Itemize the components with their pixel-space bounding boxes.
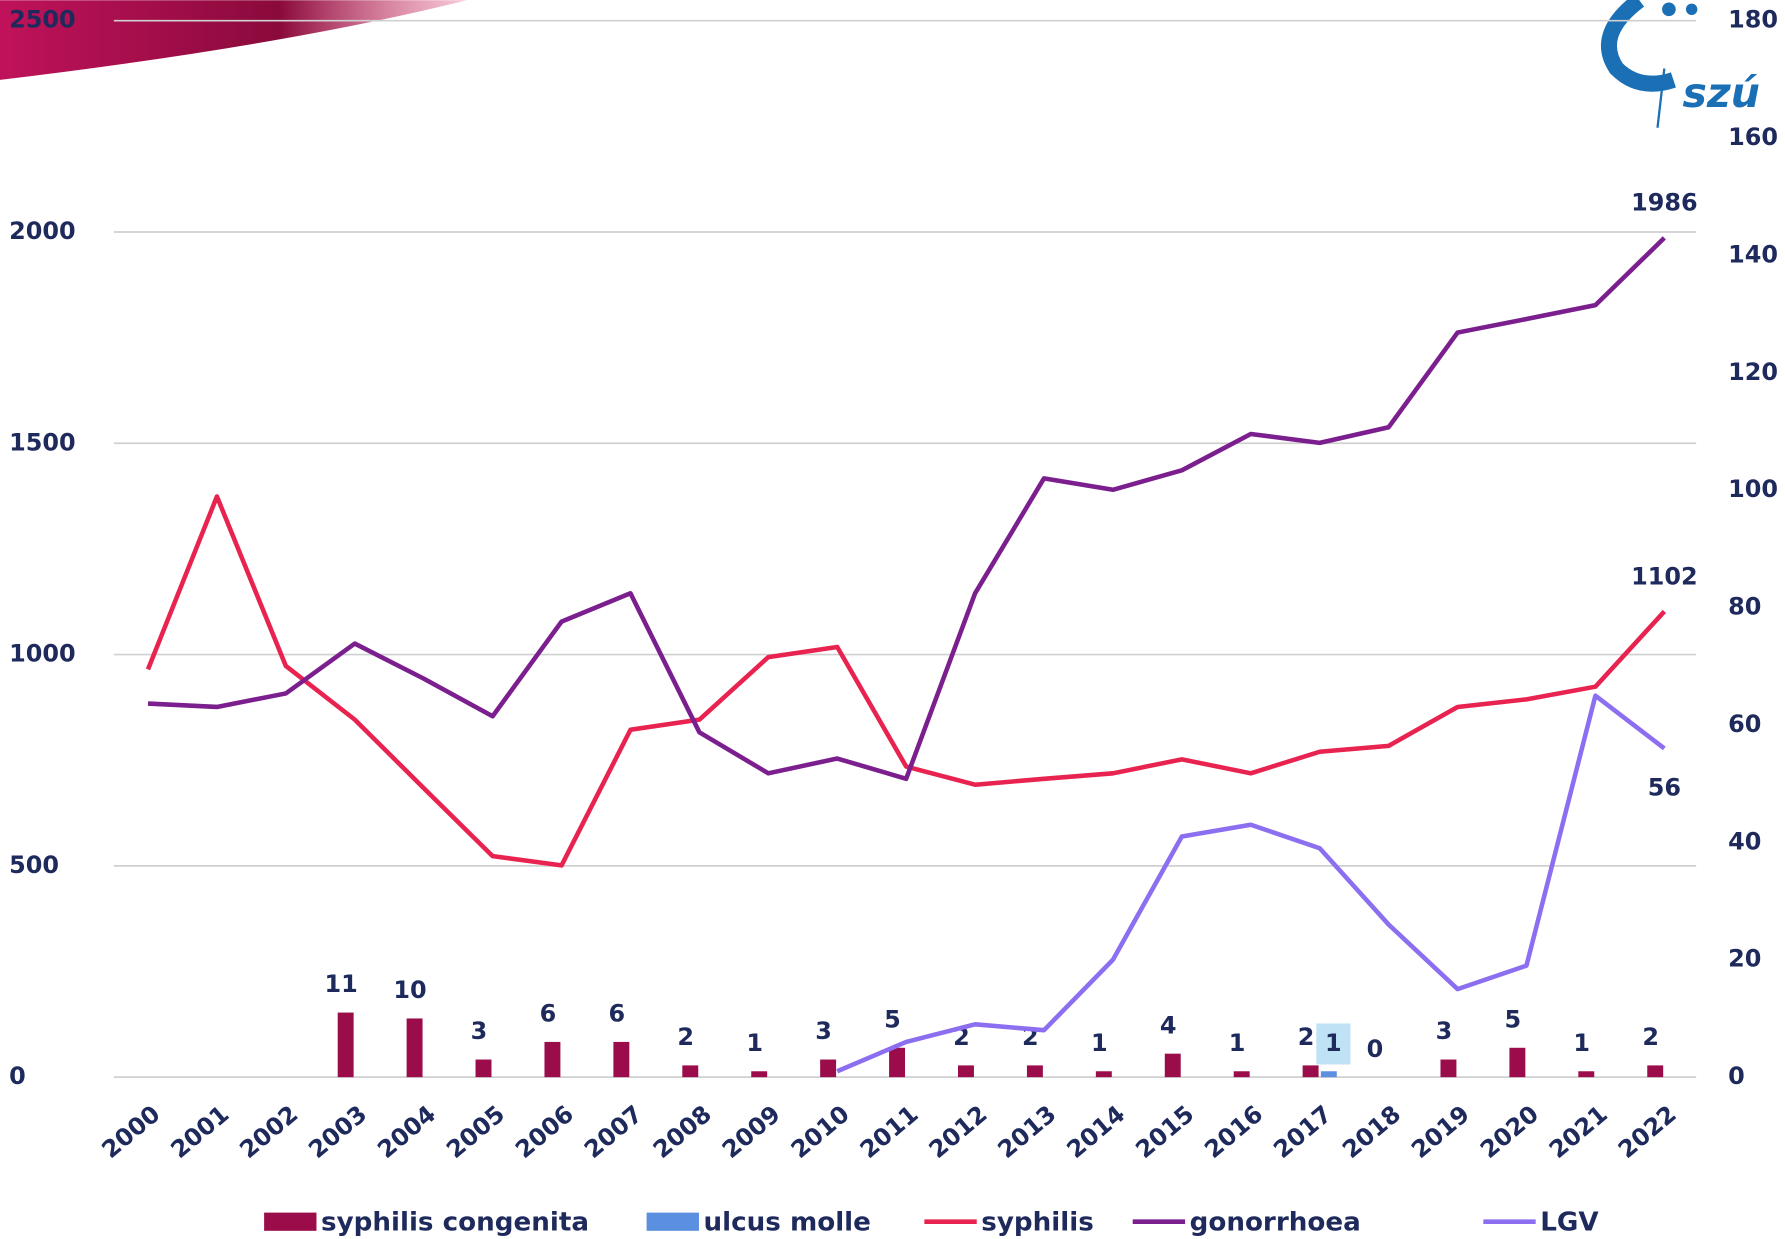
bar [1095, 1071, 1112, 1078]
data-label: 1 [746, 1029, 763, 1057]
line [836, 693, 1666, 1074]
data-label: 1102 [1631, 562, 1698, 590]
bar [1440, 1059, 1457, 1078]
data-label: 1 [1325, 1029, 1342, 1057]
data-label: 3 [815, 1017, 832, 1045]
bar [889, 1047, 906, 1078]
label-highlight [1316, 1023, 1351, 1065]
x-tick-label: 2004 [372, 1100, 441, 1164]
bar [1509, 1047, 1526, 1078]
x-tick-label: 2014 [1061, 1100, 1130, 1164]
bar [1164, 1053, 1181, 1078]
data-label: 1986 [1631, 189, 1698, 217]
data-label: 2 [1642, 1023, 1659, 1051]
bar [958, 1065, 974, 1078]
x-tick-label: 2018 [1337, 1100, 1406, 1164]
data-label: 1 [1091, 1029, 1108, 1057]
x-tick-label: 2000 [97, 1100, 166, 1164]
x-tick-label: 2012 [924, 1100, 993, 1164]
x-tick-label: 2002 [234, 1100, 303, 1164]
legend-label: ulcus molle [704, 1207, 871, 1237]
data-label: 6 [540, 1000, 557, 1028]
bar [751, 1071, 768, 1078]
x-tick-label: 2022 [1613, 1100, 1682, 1164]
data-label: 10 [393, 976, 426, 1004]
y2-tick-label: 100 [1728, 475, 1778, 503]
bar [820, 1059, 837, 1078]
legend-swatch [264, 1212, 317, 1231]
x-tick-label: 2010 [786, 1100, 855, 1164]
data-label: 0 [1367, 1035, 1384, 1063]
bar [1233, 1071, 1250, 1078]
line [147, 236, 1666, 782]
data-label: 4 [1160, 1011, 1177, 1039]
bar [544, 1041, 561, 1078]
x-tick-label: 2019 [1406, 1100, 1475, 1164]
x-tick-label: 2017 [1268, 1100, 1337, 1164]
x-tick-label: 2008 [648, 1100, 717, 1164]
x-tick-label: 2007 [579, 1100, 648, 1164]
bar [1302, 1065, 1319, 1078]
y2-tick-label: 140 [1728, 240, 1778, 268]
y2-tick-label: 120 [1728, 358, 1778, 386]
x-tick-label: 2009 [717, 1100, 786, 1164]
legend-label: LGV [1540, 1207, 1599, 1237]
bar [1578, 1071, 1595, 1078]
data-label: 2 [1298, 1023, 1315, 1051]
data-label: 1 [1573, 1029, 1590, 1057]
data-label: 3 [1436, 1017, 1453, 1045]
x-tick-label: 2001 [165, 1100, 234, 1164]
logo-text: szú [1683, 69, 1760, 117]
bar [1647, 1065, 1664, 1078]
x-tick-label: 2013 [993, 1100, 1062, 1164]
bar [1320, 1071, 1337, 1078]
x-tick-label: 2005 [441, 1100, 510, 1164]
line [145, 494, 1667, 868]
y2-tick-label: 20 [1728, 945, 1761, 973]
bar [613, 1041, 630, 1078]
data-label: 3 [471, 1017, 488, 1045]
legend-label: gonorrhoea [1190, 1207, 1361, 1237]
bar [406, 1018, 423, 1078]
y-tick-label: 2500 [9, 6, 76, 34]
y-tick-label: 500 [9, 851, 59, 879]
bar [337, 1012, 354, 1078]
y2-tick-label: 60 [1728, 710, 1761, 738]
data-label: 5 [1505, 1005, 1522, 1033]
x-tick-label: 2015 [1130, 1100, 1199, 1164]
data-label: 5 [884, 1005, 901, 1033]
x-tick-label: 2006 [510, 1100, 579, 1164]
data-label: 6 [608, 1000, 625, 1028]
y2-tick-label: 80 [1728, 593, 1761, 621]
y-tick-label: 0 [9, 1062, 26, 1090]
legend-label: syphilis [981, 1207, 1094, 1237]
y2-tick-label: 160 [1728, 123, 1778, 151]
x-tick-label: 2003 [303, 1100, 372, 1164]
bar [475, 1059, 492, 1078]
legend-swatch [646, 1212, 699, 1231]
y-tick-label: 1500 [9, 428, 76, 456]
y2-tick-label: 180 [1728, 6, 1778, 34]
y-tick-label: 1000 [9, 640, 76, 668]
x-tick-label: 2016 [1199, 1100, 1268, 1164]
x-tick-label: 2020 [1475, 1100, 1544, 1164]
data-label: 2 [677, 1023, 694, 1051]
bar [1026, 1065, 1043, 1078]
y-tick-label: 2000 [9, 217, 76, 245]
x-tick-label: 2011 [855, 1100, 924, 1164]
data-label: 11 [324, 970, 357, 998]
legend-label: syphilis congenita [321, 1207, 589, 1237]
bar [682, 1065, 699, 1078]
y2-tick-label: 0 [1728, 1062, 1745, 1090]
y2-tick-label: 40 [1728, 827, 1761, 855]
x-tick-label: 2021 [1544, 1100, 1613, 1164]
data-label: 1 [1229, 1029, 1246, 1057]
data-label: 56 [1648, 773, 1681, 801]
logo: szú [1601, 0, 1760, 128]
